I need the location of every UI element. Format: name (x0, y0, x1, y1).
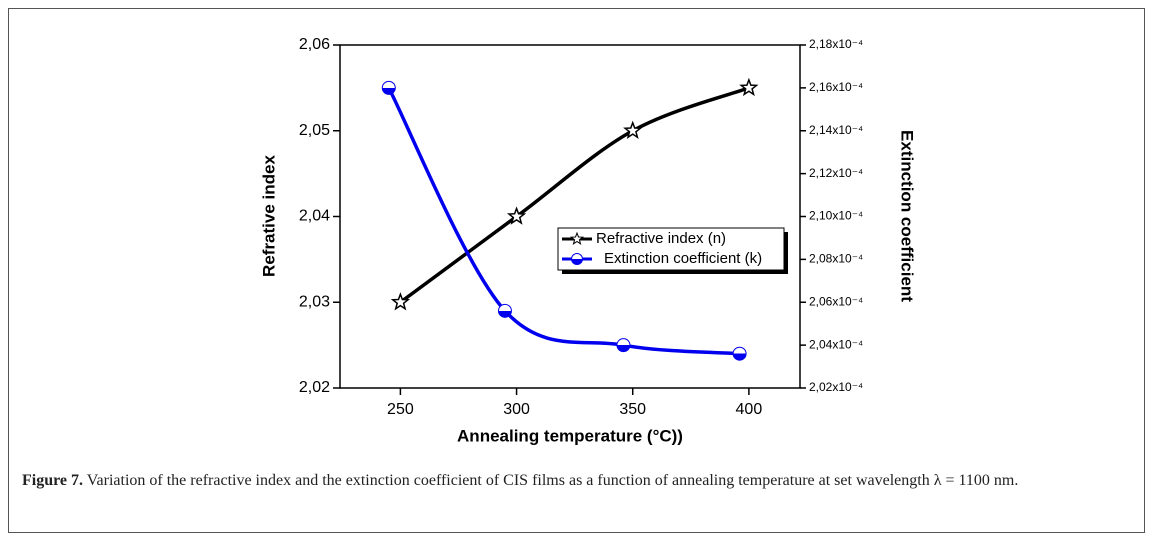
plot-frame (339, 44, 801, 389)
y-tick-label: 2,04 (299, 208, 330, 225)
y-axis-title: Refrative index (259, 155, 278, 277)
y-tick-label: 2,06 (299, 36, 330, 53)
marker (732, 346, 747, 361)
caption-text: Variation of the refractive index and th… (86, 472, 1019, 489)
marker (623, 120, 643, 139)
y2-tick-label: 2,14x10⁻⁴ (809, 123, 863, 137)
y2-tick-label: 2,08x10⁻⁴ (809, 252, 863, 266)
chart: Refrative index Extinction coefficient A… (259, 36, 917, 445)
figure-frame (8, 8, 1145, 533)
x-tick-label: 400 (736, 401, 763, 418)
y2-tick-label: 2,18x10⁻⁴ (809, 37, 863, 51)
y-tick-label: 2,05 (299, 122, 330, 139)
y-tick-label: 2,03 (299, 293, 330, 310)
y2-tick-label: 2,10x10⁻⁴ (809, 209, 863, 223)
series-line (387, 87, 740, 356)
legend-marker (571, 253, 583, 265)
y2-tick-label: 2,02x10⁻⁴ (809, 380, 863, 394)
y-tick-label: 2,02 (299, 379, 330, 396)
marker (381, 80, 396, 95)
marker (506, 206, 527, 225)
marker (739, 77, 759, 97)
series-line (399, 86, 750, 304)
legend-marker (569, 231, 585, 246)
legend (557, 227, 785, 271)
x-tick-label: 300 (503, 401, 530, 418)
y2-tick-label: 2,16x10⁻⁴ (809, 80, 863, 94)
x-tick-label: 250 (387, 401, 414, 418)
y2-tick-label: 2,06x10⁻⁴ (809, 294, 863, 308)
y2-tick-label: 2,04x10⁻⁴ (809, 337, 863, 351)
caption-label: Figure 7. (22, 472, 84, 489)
legend-label: Extinction coefficient (k) (604, 250, 762, 267)
y2-axis-title: Extinction coefficient (898, 130, 917, 302)
caption: Figure 7. Variation of the refractive in… (22, 470, 1132, 491)
marker (497, 303, 512, 318)
x-axis-title: Annealing temperature (°C)) (457, 426, 683, 445)
marker (390, 292, 411, 311)
y2-tick-label: 2,12x10⁻⁴ (809, 166, 863, 180)
marker (616, 338, 631, 353)
x-tick-label: 350 (619, 401, 646, 418)
legend-label: Refractive index (n) (596, 230, 726, 247)
